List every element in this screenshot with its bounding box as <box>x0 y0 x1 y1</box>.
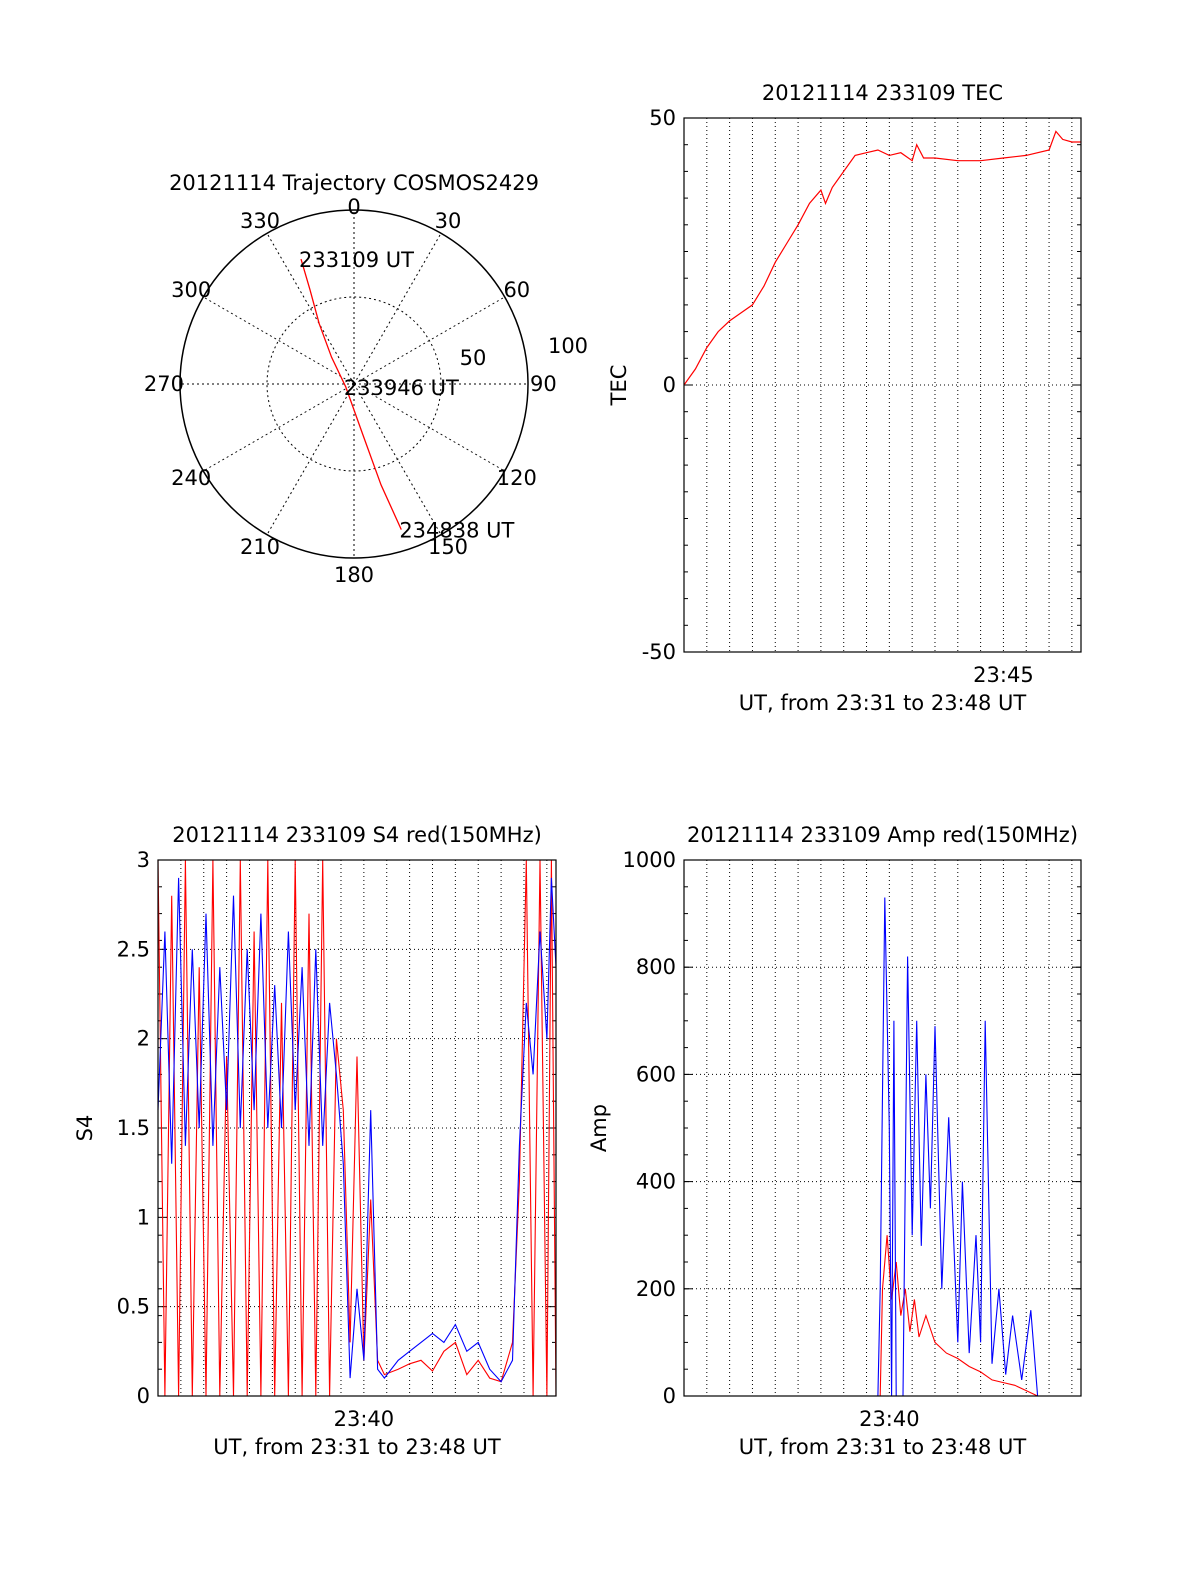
amp-xlabel: UT, from 23:31 to 23:48 UT <box>739 1435 1027 1459</box>
s4-ytick-label: 0.5 <box>117 1295 150 1319</box>
trajectory-time-label: 233109 UT <box>299 248 414 272</box>
tec-chart: 20121114 233109 TEC 50 0 -50 23:45 UT, from 2… <box>607 81 1082 715</box>
s4-ylabel: S4 <box>73 1115 97 1142</box>
tec-xlabel: UT, from 23:31 to 23:48 UT <box>739 691 1027 715</box>
s4-ytick-label: 2 <box>137 1027 150 1051</box>
trajectory-ring-100 <box>179 209 529 559</box>
amp-plot-frame <box>683 859 1082 1397</box>
s4-series-red <box>157 859 557 1397</box>
tec-ytick-label: -50 <box>642 640 676 664</box>
s4-ytick-label: 2.5 <box>117 937 150 961</box>
s4-xtick-label: 23:40 <box>334 1407 395 1431</box>
trajectory-ring-50 <box>266 296 442 472</box>
trajectory-radial-label: 50 <box>460 346 487 370</box>
s4-ytick-label: 3 <box>137 848 150 872</box>
trajectory-spoke <box>203 383 355 472</box>
s4-title: 20121114 233109 S4 red(150MHz) <box>172 823 542 847</box>
s4-ytick-label: 0 <box>137 1384 150 1408</box>
amp-grid <box>684 860 1081 1396</box>
trajectory-azimuth-label: 60 <box>503 278 530 302</box>
trajectory-time-label: 233946 UT <box>344 376 459 400</box>
tec-ylabel: TEC <box>607 365 631 407</box>
trajectory-track <box>300 258 402 530</box>
s4-chart: 20121114 233109 S4 red(150MHz) 0 0.5 1 1.5 2 2… <box>73 823 557 1459</box>
tec-ytick-label: 0 <box>663 373 676 397</box>
amp-ytick-label: 200 <box>636 1277 676 1301</box>
amp-ytick-label: 0 <box>663 1384 676 1408</box>
tec-plot-frame <box>683 117 1082 653</box>
trajectory-spoke <box>266 233 355 385</box>
amp-series-red <box>684 1235 1081 1397</box>
trajectory-spoke <box>353 233 442 385</box>
amp-ytick-label: 600 <box>636 1062 676 1086</box>
s4-ytick-label: 1 <box>137 1205 150 1229</box>
trajectory-radial-label: 100 <box>548 334 588 358</box>
s4-grid <box>158 860 556 1396</box>
trajectory-azimuth-label: 300 <box>171 278 211 302</box>
tec-xtick-label: 23:45 <box>973 663 1034 687</box>
trajectory-azimuth-label: 0 <box>347 195 360 219</box>
trajectory-title: 20121114 Trajectory COSMOS2429 <box>169 171 539 195</box>
amp-title: 20121114 233109 Amp red(150MHz) <box>687 823 1078 847</box>
trajectory-azimuth-label: 270 <box>144 372 184 396</box>
trajectory-azimuth-label: 30 <box>435 209 462 233</box>
trajectory-azimuth-label: 180 <box>334 563 374 587</box>
amp-chart: 20121114 233109 Amp red(150MHz) 0 200 400 60… <box>587 823 1082 1459</box>
trajectory-spoke <box>203 296 355 385</box>
amp-ytick-label: 400 <box>636 1170 676 1194</box>
amp-series-blue <box>684 897 1081 1397</box>
amp-ylabel: Amp <box>587 1104 611 1152</box>
amp-ytick-label: 1000 <box>623 848 676 872</box>
trajectory-azimuth-label: 90 <box>530 372 557 396</box>
trajectory-time-label: 234838 UT <box>399 519 514 543</box>
amp-xtick-label: 23:40 <box>859 1407 920 1431</box>
s4-ytick-label: 1.5 <box>117 1116 150 1140</box>
tec-title: 20121114 233109 TEC <box>762 81 1003 105</box>
amp-ytick-label: 800 <box>636 955 676 979</box>
s4-plot-frame <box>157 859 557 1397</box>
trajectory-azimuth-label: 150 <box>428 535 468 559</box>
tec-grid <box>684 118 1081 652</box>
trajectory-azimuth-label: 120 <box>497 466 537 490</box>
s4-xlabel: UT, from 23:31 to 23:48 UT <box>213 1435 501 1459</box>
trajectory-azimuth-label: 210 <box>240 535 280 559</box>
s4-series-blue <box>157 877 557 1383</box>
tec-ytick-label: 50 <box>649 106 676 130</box>
tec-series-red <box>683 130 1081 386</box>
trajectory-azimuth-label: 330 <box>240 209 280 233</box>
trajectory-azimuth-label: 240 <box>171 466 211 490</box>
